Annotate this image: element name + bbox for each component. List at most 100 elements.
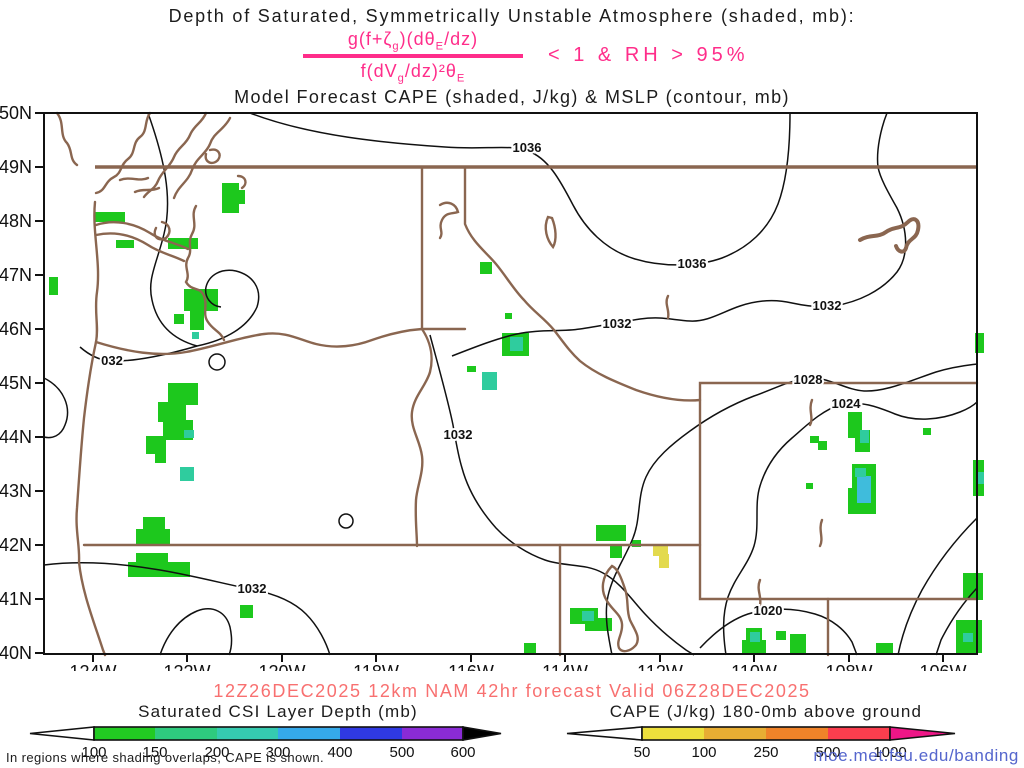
contour-label: 1032 (603, 316, 632, 331)
legend-right-segment (704, 727, 766, 740)
legend-left-tick-label: 400 (327, 744, 352, 761)
shading-patch (180, 467, 194, 481)
legend-right-tick-label: 500 (815, 744, 840, 761)
shading-patch (975, 333, 984, 353)
lon-tick: 112W (637, 654, 683, 671)
legend-left-overflow-arrow (462, 726, 502, 741)
colorbar-legends: 100 150 200 300 400 500 600 50 100 250 500 1000 (29, 726, 956, 761)
lat-tick: 46N (0, 319, 44, 339)
legend-right-tick-label: 100 (691, 744, 716, 761)
shading-patch (923, 428, 931, 435)
shading-patch (116, 240, 134, 248)
puget-sound-core (184, 204, 226, 342)
shading-patch (190, 311, 204, 330)
contour-closed-small-a (208, 353, 226, 371)
lat-tick: 44N (0, 427, 44, 447)
legend-left-tick-label: 150 (142, 744, 167, 761)
shading-patch (855, 468, 866, 477)
legend-right-overflow-arrow (889, 726, 956, 741)
legend-right-title: CAPE (J/kg) 180-0mb above ground (609, 702, 923, 721)
flaming-gorge (757, 578, 768, 612)
lat-tick-label: 40N (0, 643, 32, 663)
legend-left-tick-label: 100 (81, 744, 106, 761)
shading-patch (155, 452, 166, 463)
legend-left-tick-label: 500 (389, 744, 414, 761)
snake-river-border (410, 327, 433, 548)
shading-patch (467, 366, 476, 372)
pend-oreille-lake (438, 201, 460, 240)
shading-patch (976, 472, 984, 484)
contour-1032-mid (451, 112, 907, 357)
columbia-river-border (94, 327, 467, 356)
lon-tick: 122W (163, 654, 211, 671)
shading-patch (49, 277, 58, 295)
legend-right-tick-label: 250 (753, 744, 778, 761)
shading-patch (505, 313, 512, 319)
lon-tick-label: 112W (637, 662, 683, 671)
id-mt-border (463, 165, 702, 402)
puget-hook-1 (204, 148, 247, 190)
contour-closed-small-b (338, 513, 354, 529)
legend-left-segment (155, 727, 217, 740)
legend-right-tick-label: 1000 (873, 744, 906, 761)
lat-tick-label: 50N (0, 105, 32, 123)
contour-dome-s-oregon (159, 608, 233, 656)
lon-tick-label: 124W (69, 662, 116, 671)
lon-tick: 116W (448, 654, 494, 671)
lon-tick: 114W (542, 654, 588, 671)
shading-patch (236, 190, 245, 204)
pacific-coastline (75, 200, 107, 657)
lon-tick: 106W (919, 654, 967, 671)
wyoming-lake (818, 518, 824, 548)
contour-1032-west (429, 334, 695, 656)
lat-tick-label: 48N (0, 211, 32, 231)
shading-patch (596, 525, 626, 541)
contour-1032-nw (147, 112, 260, 347)
lat-tick-label: 41N (0, 589, 32, 609)
legend-right-segment (828, 727, 890, 740)
formula-fraction-bar (303, 54, 523, 58)
legend-left-segment (278, 727, 340, 740)
lon-tick-label: 108W (825, 662, 872, 671)
legend-right-segment (642, 727, 704, 740)
mslp-contours (43, 112, 978, 656)
lon-tick: 120W (258, 654, 306, 671)
forecast-valid-line: 12Z26DEC2025 12km NAM 42hr forecast Vali… (213, 681, 811, 701)
shading-patch (585, 618, 612, 631)
shading-patch (963, 573, 983, 600)
contour-label: 1032 (444, 427, 473, 442)
subtitle: Model Forecast CAPE (shaded, J/kg) & MSL… (234, 87, 790, 107)
shading-patch (95, 212, 125, 222)
shading-patch (750, 632, 760, 642)
lat-tick-label: 49N (0, 157, 32, 177)
page-title: Depth of Saturated, Symmetrically Unstab… (168, 6, 856, 26)
flathead-lake (544, 215, 557, 250)
shading-patch (818, 441, 827, 450)
lon-tick-label: 116W (448, 662, 494, 671)
shading-patch (184, 430, 194, 438)
legend-left-colorbar: 100 150 200 300 400 500 600 (29, 726, 502, 761)
lat-tick-label: 45N (0, 373, 32, 393)
contour-1024 (722, 401, 978, 656)
contour-label: 1036 (678, 256, 707, 271)
shading-patch (806, 483, 813, 489)
lon-tick-label: 120W (258, 662, 305, 671)
contour-1032-coast (79, 345, 198, 362)
shading-patch (610, 546, 622, 558)
site-url-link[interactable]: moe.met.fsu.edu/banding (813, 746, 1019, 765)
contour-1036 (249, 112, 791, 266)
forecast-map: 50N 49N 48N 47N 46N 45N 44N 43N 42N 41 (0, 105, 984, 671)
contour-se-2 (935, 587, 978, 656)
lat-tick-label: 42N (0, 535, 32, 555)
shading-patch (632, 540, 641, 547)
legend-left-tick-label: 600 (450, 744, 475, 761)
great-salt-lake (601, 564, 639, 653)
lat-tick: 43N (0, 481, 44, 501)
shading-patch (776, 631, 786, 640)
shading-patch (790, 634, 806, 655)
contour-label: 1020 (754, 603, 783, 618)
legend-right-underflow-arrow (566, 726, 643, 741)
shading-patch (184, 289, 218, 311)
shading-patch (482, 372, 497, 390)
